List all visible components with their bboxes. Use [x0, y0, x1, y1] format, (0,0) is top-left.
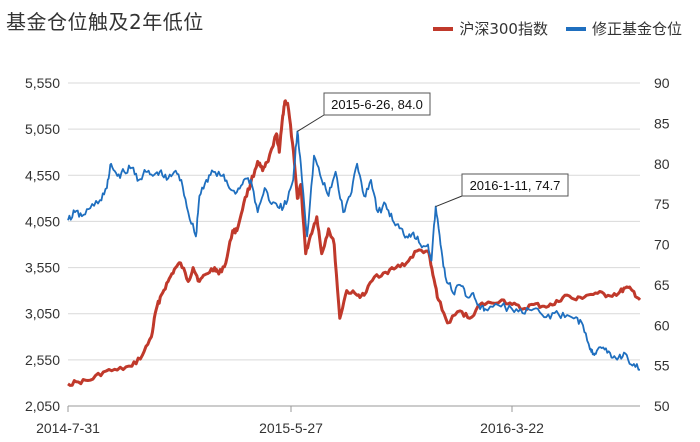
x-axis-tick-label: 2015-5-27 [259, 420, 323, 436]
chart-title: 基金仓位触及2年低位 [6, 10, 204, 34]
legend-item-hs300: 沪深300指数 [433, 18, 548, 39]
annotation-box [323, 92, 431, 116]
annotation-label: 2015-6-26, 84.0 [331, 97, 423, 112]
left-axis-tick-label: 5,550 [25, 75, 60, 91]
right-axis-tick-label: 50 [654, 398, 670, 414]
right-axis-tick-label: 90 [654, 75, 670, 91]
annotation-leader [297, 114, 325, 132]
x-axis-tick-label: 2016-3-22 [480, 420, 544, 436]
legend-item-fund-position: 修正基金仓位 [565, 18, 682, 39]
right-axis-tick-label: 80 [654, 156, 670, 172]
chart-legend: 沪深300指数 修正基金仓位 [433, 18, 682, 39]
left-axis-tick-label: 4,050 [25, 213, 60, 229]
right-axis-tick-label: 70 [654, 237, 670, 253]
right-axis-tick-label: 65 [654, 277, 670, 293]
annotation-leader [435, 195, 463, 208]
series-line-hs300 [67, 99, 642, 387]
right-axis-tick-label: 85 [654, 115, 670, 131]
right-axis-tick-label: 75 [654, 196, 670, 212]
series-line-fund-position [67, 130, 640, 371]
right-axis-tick-label: 55 [654, 358, 670, 374]
annotation-box [461, 173, 569, 197]
left-axis-tick-label: 3,050 [25, 306, 60, 322]
right-axis-tick-label: 60 [654, 317, 670, 333]
legend-swatch-hs300 [433, 26, 454, 31]
left-axis-tick-label: 2,050 [25, 398, 60, 414]
legend-label-hs300: 沪深300指数 [459, 20, 548, 38]
left-axis-tick-label: 2,550 [25, 352, 60, 368]
x-axis-tick-label: 2014-7-31 [36, 420, 100, 436]
legend-label-fund-position: 修正基金仓位 [591, 20, 682, 38]
annotation-label: 2016-1-11, 74.7 [470, 178, 561, 193]
left-axis-tick-label: 5,050 [25, 121, 60, 137]
left-axis-tick-label: 4,550 [25, 167, 60, 183]
legend-swatch-fund-position [565, 26, 586, 31]
left-axis-tick-label: 3,550 [25, 260, 60, 276]
